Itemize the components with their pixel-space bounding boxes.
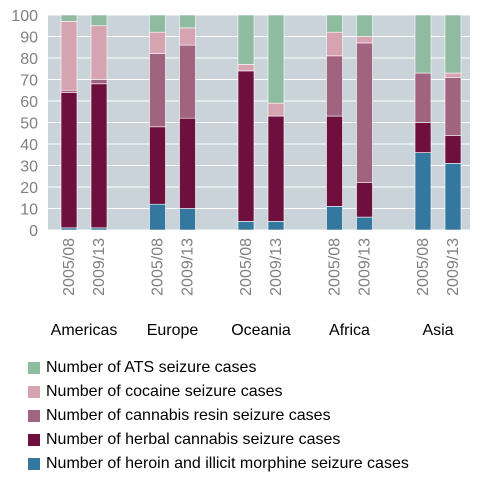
x-tick-label: 2009/13 bbox=[445, 238, 462, 296]
bar-segment bbox=[326, 206, 343, 231]
bar-segment bbox=[90, 25, 108, 80]
bar-segment bbox=[356, 42, 373, 184]
legend-item: Number of ATS seizure cases bbox=[28, 356, 409, 380]
bar-segment bbox=[90, 79, 108, 85]
bar-segment bbox=[179, 14, 196, 29]
x-tick-label: 2005/08 bbox=[238, 238, 255, 296]
group-label: Oceania bbox=[231, 322, 291, 339]
bar-segment bbox=[444, 72, 462, 78]
bar-segment bbox=[356, 216, 373, 231]
bar-segment bbox=[414, 72, 432, 123]
x-tick-label: 2009/13 bbox=[357, 238, 374, 296]
legend-label-ats: Number of ATS seizure cases bbox=[46, 359, 257, 376]
bar-segment bbox=[237, 14, 255, 65]
bar-segment bbox=[356, 182, 373, 218]
legend-swatch-cocaine bbox=[28, 386, 40, 398]
bar-segment bbox=[444, 77, 462, 136]
bar-segment bbox=[237, 221, 255, 231]
y-tick-label: 90 bbox=[20, 30, 38, 47]
legend: Number of ATS seizure cases Number of co… bbox=[28, 356, 409, 476]
y-tick-label: 50 bbox=[20, 116, 38, 133]
bar-segment bbox=[60, 92, 78, 229]
bar-segment bbox=[60, 89, 78, 93]
bar-segment bbox=[179, 117, 196, 209]
legend-swatch-ats bbox=[28, 362, 40, 374]
bar-segment bbox=[444, 14, 462, 74]
bar-segment bbox=[414, 122, 432, 153]
bar-segment bbox=[60, 227, 78, 231]
bar-segment bbox=[149, 31, 166, 55]
x-tick-label: 2009/13 bbox=[180, 238, 197, 296]
legend-item: Number of cannabis resin seizure cases bbox=[28, 404, 409, 428]
group-label: Africa bbox=[329, 322, 370, 339]
legend-item: Number of heroin and illicit morphine se… bbox=[28, 452, 409, 476]
bar-segment bbox=[444, 163, 462, 231]
legend-label-herbal-cannabis: Number of herbal cannabis seizure cases bbox=[46, 431, 341, 448]
bar-segment bbox=[149, 14, 166, 33]
bar-segment bbox=[179, 208, 196, 231]
x-tick-label: 2005/08 bbox=[415, 238, 432, 296]
stacked-bar-chart: 0 10 20 30 40 50 60 70 80 90 100 2005/08 2009/13 Amer… bbox=[11, 8, 470, 339]
y-tick-label: 80 bbox=[20, 51, 38, 68]
bar-segment bbox=[149, 53, 166, 128]
bar-segment bbox=[179, 44, 196, 119]
bar-segment bbox=[326, 55, 343, 117]
legend-item: Number of cocaine seizure cases bbox=[28, 380, 409, 404]
legend-label-cannabis-resin: Number of cannabis resin seizure cases bbox=[46, 407, 331, 424]
bar-segment bbox=[414, 152, 432, 231]
y-tick-label: 100 bbox=[11, 8, 38, 25]
legend-label-cocaine: Number of cocaine seizure cases bbox=[46, 383, 283, 400]
bar-segment bbox=[267, 221, 285, 231]
x-tick-label: 2005/08 bbox=[61, 238, 78, 296]
group-label: Europe bbox=[147, 322, 199, 339]
y-tick-label: 20 bbox=[20, 180, 38, 197]
bar-segment bbox=[149, 203, 166, 231]
bar-segment bbox=[414, 14, 432, 74]
y-tick-label: 70 bbox=[20, 73, 38, 90]
x-tick-label: 2005/08 bbox=[327, 238, 344, 296]
bar-segment bbox=[326, 14, 343, 33]
bar-segment bbox=[60, 21, 78, 91]
bar-segment bbox=[267, 102, 285, 117]
y-tick-label: 30 bbox=[20, 159, 38, 176]
bar-segment bbox=[90, 227, 108, 231]
bar-segment bbox=[90, 14, 108, 27]
y-tick-label: 0 bbox=[29, 223, 38, 240]
legend-swatch-heroin bbox=[28, 458, 40, 470]
x-tick-label: 2005/08 bbox=[150, 238, 167, 296]
bar-segment bbox=[237, 70, 255, 222]
legend-swatch-cannabis-resin bbox=[28, 410, 40, 422]
bar-segment bbox=[444, 135, 462, 164]
legend-label-heroin: Number of heroin and illicit morphine se… bbox=[46, 455, 409, 472]
group-label: Asia bbox=[422, 322, 453, 339]
y-tick-label: 40 bbox=[20, 137, 38, 154]
bar-segment bbox=[326, 115, 343, 207]
bar-segment bbox=[90, 83, 108, 229]
bar-segment bbox=[326, 31, 343, 57]
bar-segment bbox=[149, 126, 166, 205]
group-label: Americas bbox=[51, 322, 118, 339]
bar-segment bbox=[356, 14, 373, 37]
legend-item: Number of herbal cannabis seizure cases bbox=[28, 428, 409, 452]
bar-segment bbox=[356, 36, 373, 44]
bar-segment bbox=[60, 14, 78, 22]
bar-segment bbox=[179, 27, 196, 46]
y-tick-label: 10 bbox=[20, 202, 38, 219]
bar-segment bbox=[267, 115, 285, 222]
bar-segment bbox=[237, 64, 255, 72]
x-tick-label: 2009/13 bbox=[268, 238, 285, 296]
bar-segment bbox=[267, 14, 285, 104]
legend-swatch-herbal-cannabis bbox=[28, 434, 40, 446]
y-tick-label: 60 bbox=[20, 94, 38, 111]
x-tick-label: 2009/13 bbox=[91, 238, 108, 296]
